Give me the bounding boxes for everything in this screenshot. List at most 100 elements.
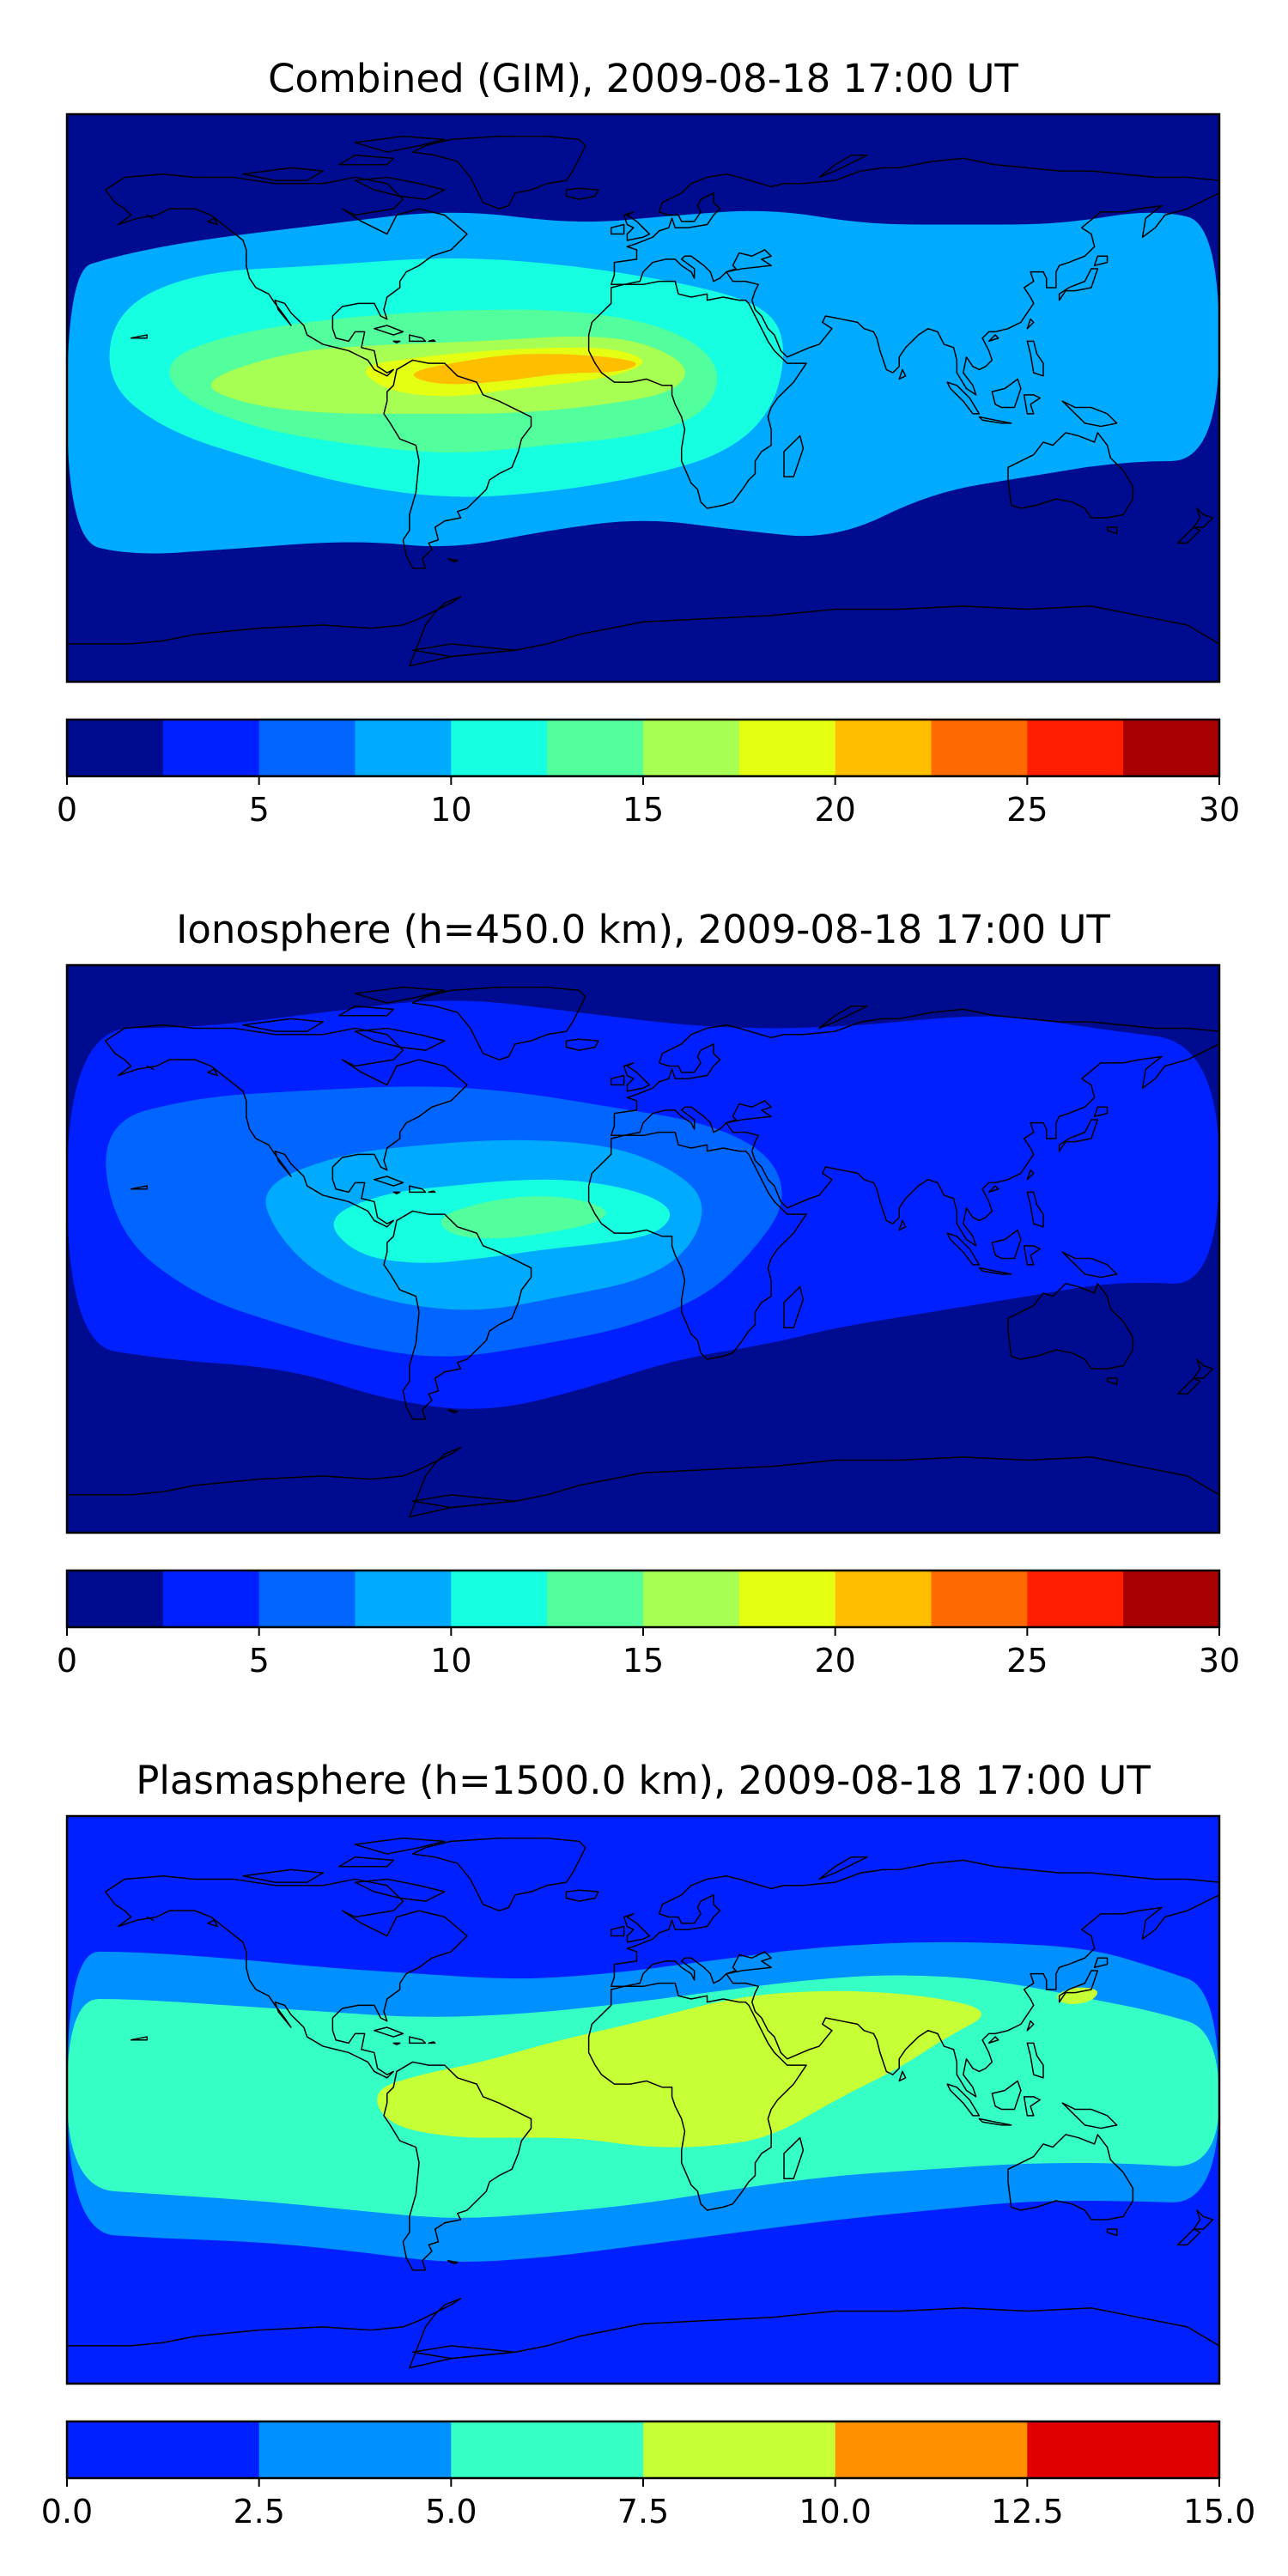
colorbar-swatch (258, 1571, 356, 1627)
coastline (1108, 527, 1117, 533)
colorbar-tick-label: 15 (623, 791, 664, 829)
coastline (611, 158, 1219, 394)
colorbar-swatch (1027, 720, 1124, 776)
coastline (339, 155, 393, 165)
colorbar-swatch (355, 720, 452, 776)
coastline (448, 2261, 458, 2264)
coastline (413, 644, 515, 657)
map-frame (65, 963, 1221, 1534)
coastline (1027, 2021, 1033, 2031)
coastline (1095, 256, 1108, 265)
colorbar-swatch (355, 1571, 452, 1627)
colorbar-swatch (643, 720, 740, 776)
colorbar-swatch (1123, 720, 1220, 776)
coastline (339, 1857, 393, 1867)
coastline (393, 341, 399, 343)
coastline (1062, 1252, 1116, 1277)
contour-region (1056, 1987, 1098, 2004)
coastline (413, 1838, 586, 1911)
colorbar-swatch (547, 720, 644, 776)
coastline (979, 1268, 1011, 1274)
coastline (106, 1025, 467, 1227)
coastline (567, 1039, 598, 1050)
colorbar-tick-label: 10 (430, 791, 471, 829)
coastline (1178, 527, 1200, 543)
coastline (374, 325, 404, 335)
coastline (374, 1176, 404, 1186)
colorbar-tick-label: 30 (1199, 1642, 1240, 1680)
coastline (413, 987, 586, 1060)
coastline (393, 2043, 399, 2044)
coastline (624, 1914, 650, 1942)
coastline (589, 1984, 806, 2210)
coastline (589, 282, 806, 508)
colorbar-swatch (835, 720, 933, 776)
coastline (611, 1009, 1219, 1245)
colorbar-tick-label: 5 (249, 1642, 270, 1680)
colorbar-swatch (258, 720, 356, 776)
coastline (611, 1860, 1219, 2096)
colorbar-swatch (931, 1571, 1028, 1627)
map-frame (65, 112, 1221, 683)
coastline (413, 2346, 515, 2359)
coastline (624, 212, 650, 240)
coastline (410, 335, 426, 341)
coastline (106, 174, 467, 376)
coastline (899, 369, 905, 379)
coastline (899, 2071, 905, 2081)
map-title: Plasmasphere (h=1500.0 km), 2009-08-18 1… (136, 1758, 1151, 1803)
coastline (589, 1133, 806, 1359)
colorbar-swatch (931, 720, 1028, 776)
coastline (989, 335, 999, 341)
coastline (413, 1495, 515, 1508)
colorbar-swatch (67, 2421, 260, 2478)
colorbar-tick-label: 10 (430, 1642, 471, 1680)
coastline (147, 1066, 153, 1070)
coastline (208, 1069, 217, 1075)
colorbar-tick-label: 20 (814, 1642, 855, 1680)
colorbar-swatch (547, 1571, 644, 1627)
coastline (67, 597, 1219, 682)
coastline (1178, 1378, 1200, 1394)
map-title: Ionosphere (h=450.0 km), 2009-08-18 17:0… (176, 907, 1110, 952)
coastline (611, 1927, 624, 1936)
coastline (1008, 1284, 1133, 1369)
map-title: Combined (GIM), 2009-08-18 17:00 UT (268, 56, 1018, 101)
coastline (355, 987, 445, 1003)
coastline (131, 1186, 148, 1189)
coastline (243, 1869, 323, 1882)
coastline (106, 1876, 467, 2078)
coastline (784, 1287, 803, 1328)
coastline (1008, 2135, 1133, 2220)
coastline (393, 1192, 399, 1194)
coastline (339, 1006, 393, 1016)
coastline (428, 1191, 434, 1192)
map-area (67, 114, 1219, 682)
coastline (1194, 508, 1212, 527)
colorbar-swatch (643, 2421, 836, 2478)
colorbar-swatch (1027, 1571, 1124, 1627)
map-area (67, 1816, 1219, 2384)
map-frame (65, 1814, 1221, 2385)
coastline (989, 2037, 999, 2043)
coastline (413, 137, 586, 209)
colorbar-swatch (738, 720, 836, 776)
coastline (1194, 1359, 1212, 1378)
coastline (355, 1838, 445, 1854)
coastline (1008, 433, 1133, 518)
colorbar-tick-label: 0.0 (41, 2493, 93, 2530)
colorbar-tick-label: 15.0 (1183, 2493, 1256, 2530)
coastline (1027, 341, 1043, 375)
colorbar-swatch (835, 2421, 1028, 2478)
colorbar-tick-label: 0 (57, 1642, 77, 1680)
coastline (947, 2084, 979, 2116)
coastline (899, 1220, 905, 1230)
map-area (67, 965, 1219, 1533)
colorbar: 0 5 10 15 20 25 30 (57, 1569, 1240, 1680)
contour-region (440, 1196, 606, 1239)
coastline (384, 1211, 531, 1419)
coastline (355, 177, 445, 199)
colorbar-tick-label: 2.5 (233, 2493, 284, 2530)
coastline (67, 2299, 1219, 2384)
